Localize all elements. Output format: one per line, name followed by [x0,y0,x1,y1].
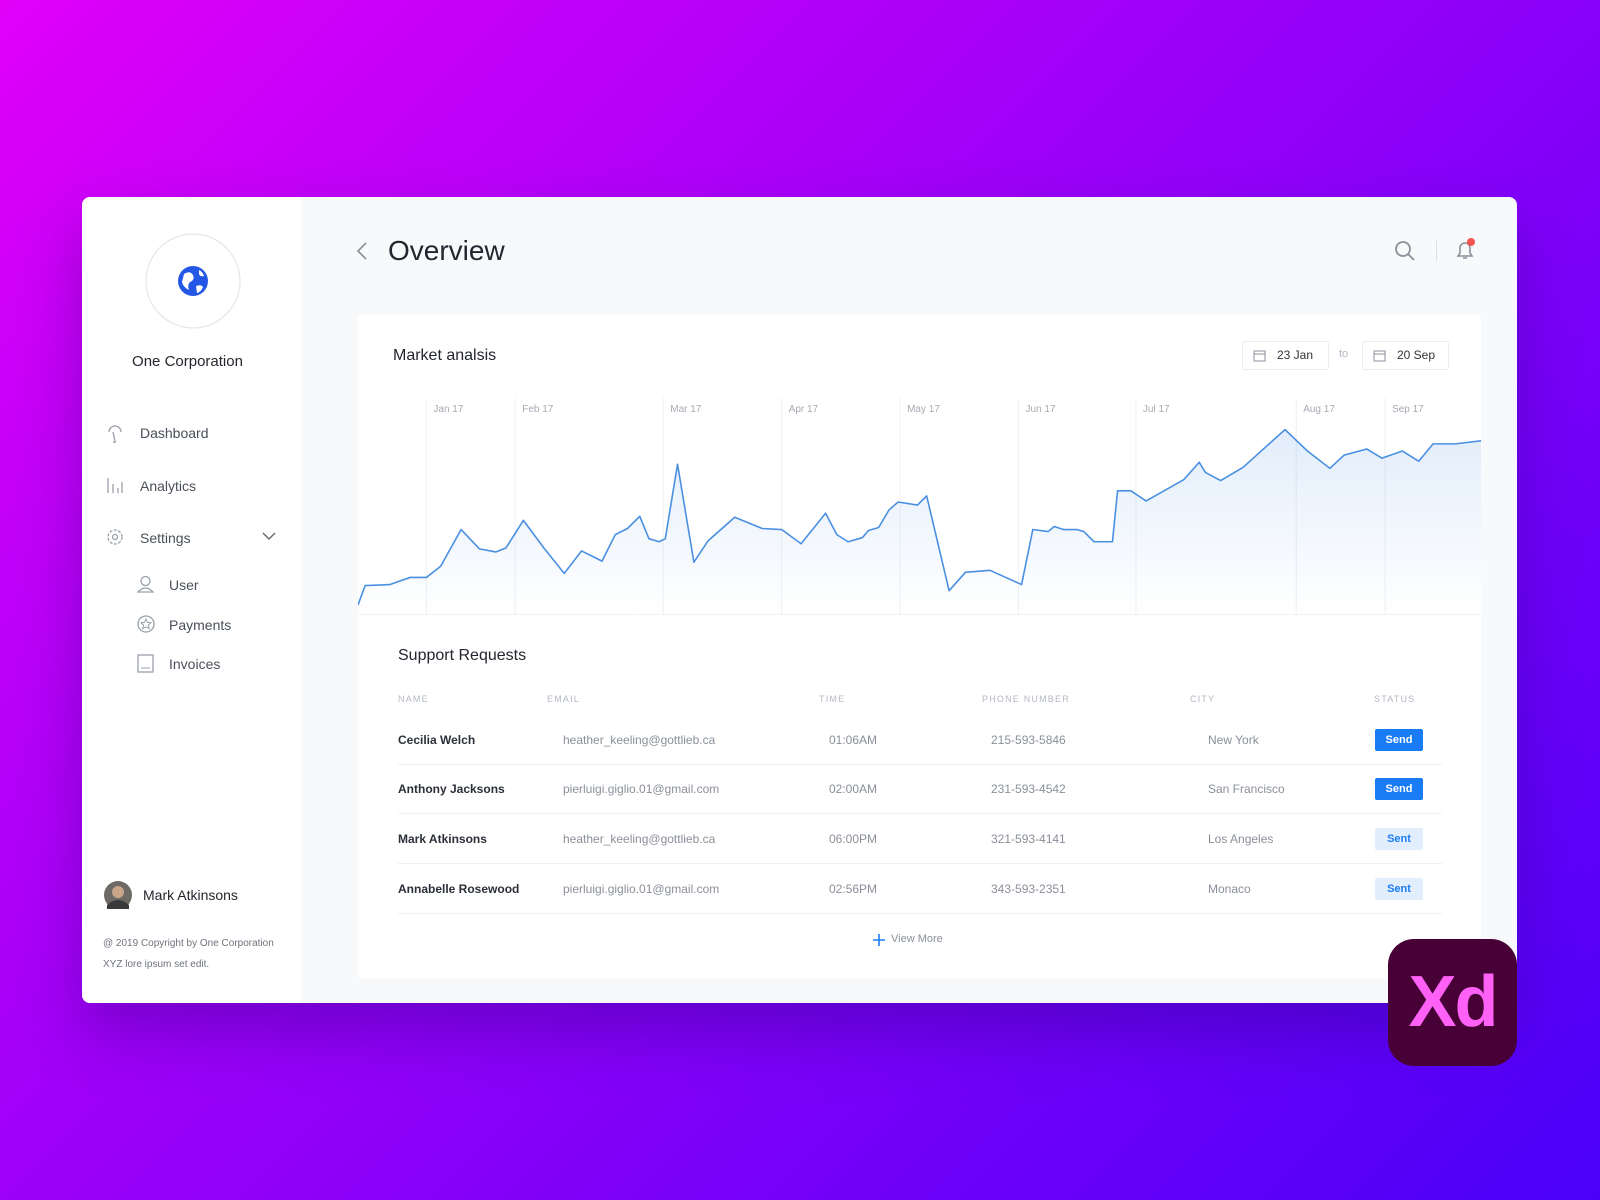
status-button[interactable]: Sent [1375,828,1423,850]
table-cell: pierluigi.giglio.01@gmail.com [563,782,720,796]
row-separator [398,863,1442,864]
table-cell: heather_keeling@gottlieb.ca [563,832,716,846]
nav-invoices[interactable]: Invoices [169,656,221,672]
invoices-icon [137,654,154,673]
view-more[interactable]: View More [891,933,943,945]
status-button[interactable]: Send [1375,778,1423,800]
x-tick-label: Mar 17 [670,404,702,415]
table-cell: Los Angeles [1208,832,1274,846]
line-series [358,428,1481,606]
table-cell: Annabelle Rosewood [398,882,520,896]
table-cell: New York [1208,733,1259,747]
table-cell: San Francisco [1208,782,1285,796]
x-tick-label: May 17 [907,404,940,415]
x-tick-label: Jun 17 [1026,404,1056,415]
table-cell: Mark Atkinsons [398,832,487,846]
calendar-icon [1253,350,1266,362]
nav-user[interactable]: User [169,577,199,593]
table-title: Support Requests [398,647,527,664]
plus-icon [873,934,885,946]
table-cell: 321-593-4141 [991,832,1066,846]
row-separator [398,913,1442,914]
date-from[interactable]: 23 Jan [1242,341,1329,370]
table-cell: heather_keeling@gottlieb.ca [563,733,716,747]
chevron-down[interactable] [262,531,276,541]
x-tick-label: Sep 17 [1392,404,1424,415]
table-cell: 343-593-2351 [991,882,1066,896]
user-name: Mark Atkinsons [143,887,238,903]
analytics-icon [107,478,123,493]
table-cell: pierluigi.giglio.01@gmail.com [563,882,720,896]
company-name: One Corporation [132,353,243,370]
calendar-icon [1373,350,1386,362]
copyright: @ 2019 Copyright by One Corporation [103,938,274,949]
table-cell: 02:56PM [829,882,878,896]
column-header: PHONE NUMBER [982,694,1070,704]
date-to[interactable]: 20 Sep [1362,341,1449,370]
x-tick-label: Aug 17 [1303,404,1335,415]
row-separator [398,813,1442,814]
dashboard-icon [108,425,122,443]
column-header: CITY [1190,694,1216,704]
column-header: NAME [398,694,429,704]
column-header: EMAIL [547,694,581,704]
chart-title: Market analsis [393,347,497,364]
page-title: Overview [388,235,505,266]
nav-settings[interactable]: Settings [140,530,191,546]
table-cell: 231-593-4542 [991,782,1066,796]
user-icon [137,575,154,593]
x-tick-label: Feb 17 [522,404,554,415]
back-button[interactable] [356,241,368,261]
logo [145,233,241,329]
content-panel: Market analsis 23 Jan to 20 Sep Jan 17 Fe… [358,314,1481,978]
date-separator: to [1339,348,1349,360]
dashboard-card: One Corporation Dashboard Analytics Sett… [82,197,1517,1003]
table-cell: 215-593-5846 [991,733,1066,747]
status-button[interactable]: Sent [1375,878,1423,900]
column-header: TIME [819,694,846,704]
xd-badge: Xd [1388,939,1517,1066]
avatar [104,881,132,909]
status-button[interactable]: Send [1375,729,1423,751]
nav-dashboard[interactable]: Dashboard [140,425,209,441]
x-tick-label: Jan 17 [433,404,463,415]
row-separator [398,764,1442,765]
footer-note: XYZ lore ipsum set edit. [103,959,210,970]
table-cell: 06:00PM [829,832,878,846]
search-button[interactable] [1394,240,1416,262]
table-cell: 02:00AM [829,782,878,796]
panel-divider [358,614,1481,615]
column-header: STATUS [1374,694,1416,704]
x-tick-label: Jul 17 [1143,404,1170,415]
nav-analytics[interactable]: Analytics [140,478,197,494]
notifications-button[interactable] [1454,237,1478,263]
date-from-text: 23 Jan [1277,348,1314,362]
line-area [358,429,1481,614]
payments-icon [137,615,155,633]
table-cell: Cecilia Welch [398,733,476,747]
table-cell: 01:06AM [829,733,878,747]
sidebar: One Corporation Dashboard Analytics Sett… [82,197,301,1003]
settings-icon [107,529,123,545]
market-chart: Jan 17 Feb 17 Mar 17 Apr 17 May 17 Jun 17 Jul … [358,398,1481,614]
x-tick-label: Apr 17 [789,404,819,415]
nav-payments[interactable]: Payments [169,617,232,633]
divider [1436,241,1437,261]
table-cell: Monaco [1208,882,1251,896]
table-cell: Anthony Jacksons [398,782,505,796]
date-to-text: 20 Sep [1397,348,1436,362]
